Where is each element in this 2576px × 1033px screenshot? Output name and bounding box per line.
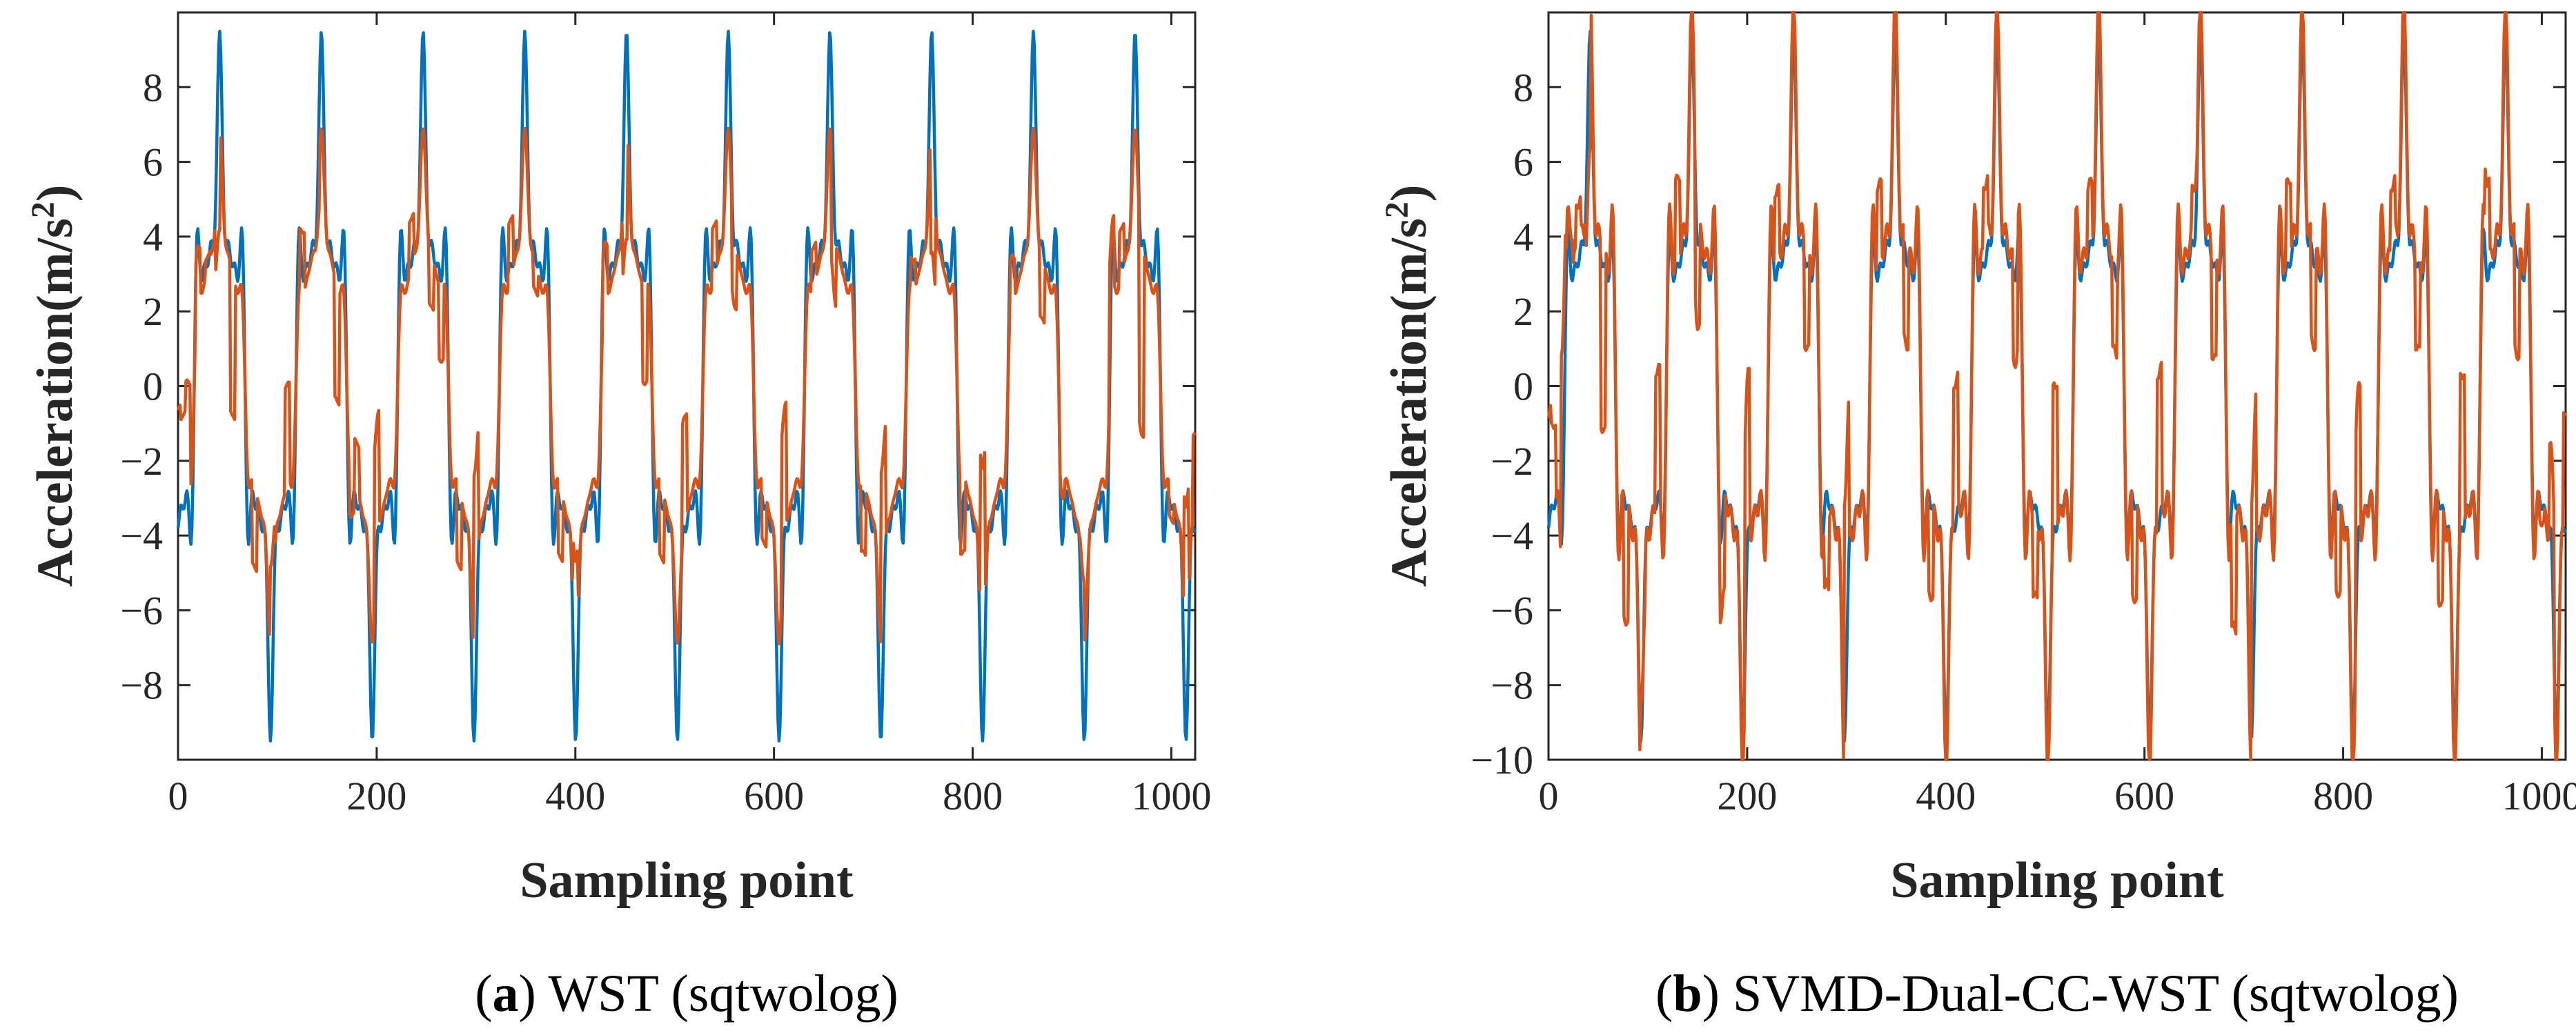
series-line-denoised <box>176 126 1197 646</box>
x-tick-label: 200 <box>1717 774 1777 818</box>
y-tick-label: −2 <box>1491 439 1533 484</box>
panel-a: 0 200 400 600 800 1000 −8 −6 −4 −2 0 2 4 6 8 Sampling… <box>25 11 1211 1023</box>
x-tick-label: 1000 <box>1131 774 1211 818</box>
y-tick-label: 2 <box>1513 289 1533 334</box>
panel-a-series <box>176 30 1197 742</box>
panel-b-series <box>1546 10 2568 762</box>
y-tick-label: −6 <box>120 588 163 633</box>
panel-a-x-axis-title: Sampling point <box>520 852 854 909</box>
panel-a-plot-area <box>177 11 1197 761</box>
y-tick-label: 6 <box>1513 140 1533 185</box>
x-tick-label: 0 <box>168 774 188 818</box>
panel-a-x-axis: 0 200 400 600 800 1000 <box>168 12 1211 818</box>
x-tick-label: 800 <box>2313 774 2373 818</box>
y-tick-label: −4 <box>1491 513 1533 558</box>
y-tick-label: −4 <box>120 513 163 558</box>
x-tick-label: 400 <box>545 774 605 818</box>
y-tick-label: −10 <box>1471 738 1533 783</box>
x-tick-label: 400 <box>1916 774 1976 818</box>
y-tick-label: −6 <box>1491 588 1533 633</box>
y-tick-label: 6 <box>143 140 163 185</box>
x-tick-label: 600 <box>744 774 804 818</box>
panel-b-x-axis: 0 200 400 600 800 1000 <box>1539 12 2576 818</box>
y-tick-label: 2 <box>143 289 163 334</box>
x-tick-label: 1000 <box>2501 774 2576 818</box>
series-line-denoised <box>1546 10 2568 762</box>
panel-b-y-axis-title: Acceleration(m/s2) <box>1379 185 1437 587</box>
y-tick-label: −2 <box>120 439 163 484</box>
panel-a-y-axis: −8 −6 −4 −2 0 2 4 6 8 <box>120 65 1195 708</box>
panel-b-x-axis-title: Sampling point <box>1890 852 2224 909</box>
y-tick-label: 4 <box>1513 215 1533 259</box>
panel-b-y-axis: −10 −8 −6 −4 −2 0 2 4 6 8 <box>1471 65 2566 783</box>
y-tick-label: 8 <box>143 65 163 110</box>
x-tick-label: 800 <box>943 774 1003 818</box>
y-tick-label: −8 <box>120 663 163 708</box>
panel-b-caption: (b) SVMD-Dual-CC-WST (sqtwolog) <box>1655 965 2459 1023</box>
panel-a-caption: (a) WST (sqtwolog) <box>475 965 898 1023</box>
y-tick-label: −8 <box>1491 663 1533 708</box>
y-tick-label: 4 <box>143 215 163 259</box>
panel-b: 0 200 400 600 800 1000 −10 −8 −6 −4 −2 0 2 4 6 8 Sampl… <box>1379 10 2576 1023</box>
y-tick-label: 0 <box>143 364 163 409</box>
y-tick-label: 0 <box>1513 364 1533 409</box>
x-tick-label: 0 <box>1539 774 1559 818</box>
x-tick-label: 600 <box>2114 774 2174 818</box>
y-tick-label: 8 <box>1513 65 1533 110</box>
panel-a-y-axis-title: Acceleration(m/s2) <box>25 185 83 587</box>
x-tick-label: 200 <box>346 774 406 818</box>
